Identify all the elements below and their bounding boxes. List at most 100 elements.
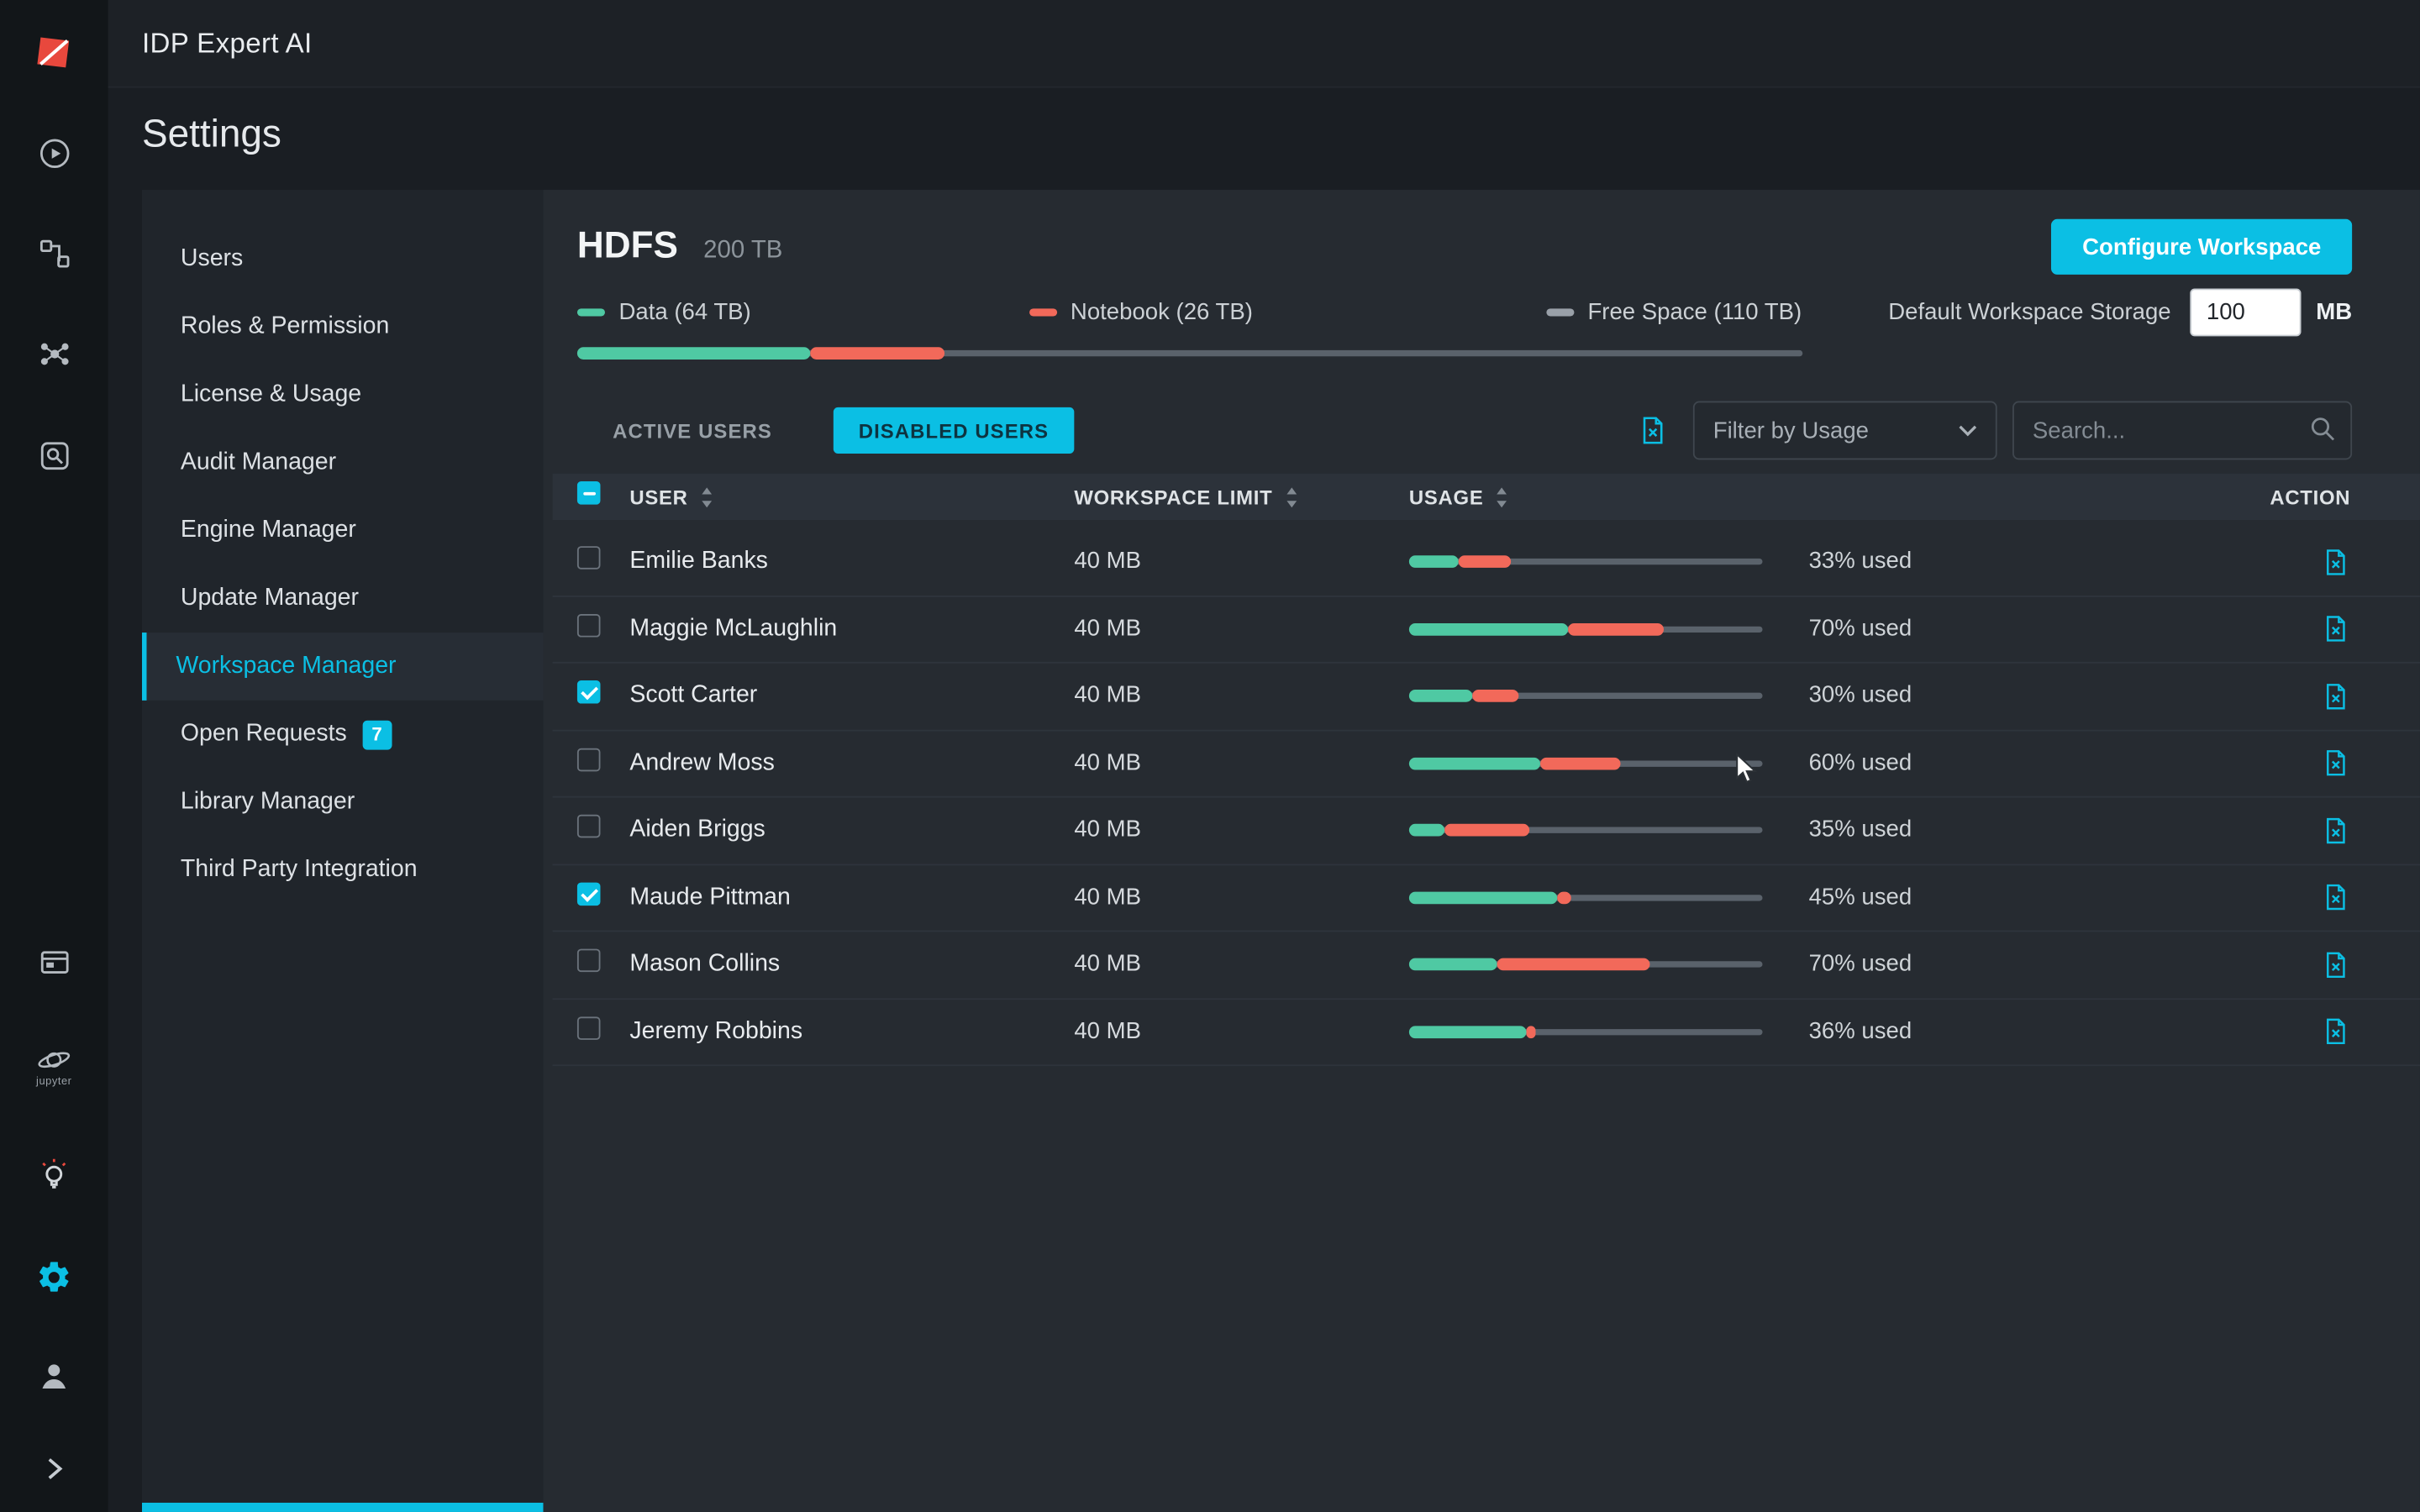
- row-limit-cell: 40 MB: [1074, 884, 1409, 911]
- jupyter-icon[interactable]: jupyter: [0, 1031, 108, 1101]
- row-pct-cell: 33% used: [1809, 548, 2255, 575]
- bulk-remove-icon[interactable]: [1638, 415, 1669, 446]
- topbar: IDP Expert AI: [108, 0, 2420, 88]
- remove-user-icon[interactable]: [2321, 1017, 2350, 1047]
- row-checkbox[interactable]: [577, 882, 601, 906]
- row-user-cell: Emilie Banks: [629, 548, 1074, 575]
- row-usage-cell: [1409, 689, 1809, 704]
- search-badge-icon[interactable]: [0, 424, 108, 486]
- usage-percent: 36% used: [1809, 1018, 1912, 1044]
- remove-user-icon[interactable]: [2321, 614, 2350, 643]
- workspace-manager-content: HDFS 200 TB Configure Workspace Data (64…: [544, 190, 2420, 1512]
- expand-chevron-icon[interactable]: [0, 1438, 108, 1499]
- row-user-cell: Maude Pittman: [629, 884, 1074, 911]
- header-check-cell: [577, 481, 629, 512]
- sidebar-item-library-manager[interactable]: Library Manager: [142, 769, 544, 837]
- sidebar-item-update-manager[interactable]: Update Manager: [142, 564, 544, 633]
- tab-disabled-users[interactable]: DISABLED USERS: [834, 407, 1073, 454]
- column-header-usage: USAGE: [1409, 486, 1809, 509]
- table-body: Emilie Banks 40 MB 33% used Maggie McLau…: [553, 529, 2420, 1066]
- table-row[interactable]: Andrew Moss 40 MB 60% used: [553, 731, 2420, 798]
- settings-gear-icon[interactable]: [0, 1247, 108, 1308]
- usage-percent: 35% used: [1809, 816, 1912, 843]
- remove-user-icon[interactable]: [2321, 748, 2350, 778]
- remove-user-icon[interactable]: [2321, 883, 2350, 912]
- row-check-cell: [577, 1016, 629, 1047]
- sidebar-item-users[interactable]: Users: [142, 225, 544, 293]
- row-usage-cell: [1409, 822, 1809, 837]
- remove-user-icon[interactable]: [2321, 681, 2350, 711]
- monitor-icon[interactable]: [0, 932, 108, 993]
- row-usage-cell: [1409, 890, 1809, 905]
- configure-workspace-button[interactable]: Configure Workspace: [2051, 219, 2352, 275]
- row-checkbox[interactable]: [577, 1016, 601, 1040]
- row-limit-cell: 40 MB: [1074, 682, 1409, 710]
- usage-percent: 70% used: [1809, 951, 1912, 977]
- legend-item: Notebook (26 TB): [1028, 298, 1253, 324]
- pipeline-icon[interactable]: [0, 222, 108, 283]
- sidebar-item-audit-manager[interactable]: Audit Manager: [142, 429, 544, 497]
- column-header-action: ACTION: [2270, 486, 2350, 509]
- workspace-limit: 40 MB: [1074, 548, 1141, 574]
- legend-label: Free Space (110 TB): [1587, 298, 1802, 324]
- storage-name: HDFS: [577, 225, 678, 267]
- usage-percent: 30% used: [1809, 682, 1912, 708]
- row-action-cell: [2321, 748, 2350, 778]
- bar-data-segment: [1409, 958, 1497, 971]
- sidebar-item-license-usage[interactable]: License & Usage: [142, 361, 544, 429]
- row-usage-cell: [1409, 957, 1809, 972]
- row-user-cell: Jeremy Robbins: [629, 1018, 1074, 1046]
- table-row[interactable]: Jeremy Robbins 40 MB 36% used: [553, 999, 2420, 1066]
- table-row[interactable]: Mason Collins 40 MB 70% used: [553, 932, 2420, 999]
- cluster-icon[interactable]: [0, 323, 108, 384]
- row-checkbox[interactable]: [577, 614, 601, 638]
- sort-limit-icon[interactable]: [1285, 486, 1297, 507]
- sort-user-icon[interactable]: [700, 486, 713, 507]
- sidebar-item-third-party-integration[interactable]: Third Party Integration: [142, 836, 544, 904]
- row-user-cell: Maggie McLaughlin: [629, 615, 1074, 643]
- table-row[interactable]: Maggie McLaughlin 40 MB 70% used: [553, 596, 2420, 664]
- usage-bar: [1409, 822, 1763, 837]
- row-checkbox[interactable]: [577, 547, 601, 570]
- row-pct-cell: 70% used: [1809, 615, 2255, 643]
- sidebar-item-label: Library Manager: [181, 789, 355, 816]
- row-action-cell: [2321, 816, 2350, 845]
- bar-data-segment: [1409, 891, 1558, 904]
- row-checkbox[interactable]: [577, 815, 601, 838]
- default-storage-input[interactable]: [2190, 288, 2301, 336]
- sidebar-item-engine-manager[interactable]: Engine Manager: [142, 496, 544, 564]
- table-row[interactable]: Aiden Briggs 40 MB 35% used: [553, 798, 2420, 865]
- bar-data-segment: [1409, 824, 1444, 837]
- jupyter-label: jupyter: [36, 1077, 71, 1088]
- legend-label: Data (64 TB): [619, 298, 751, 324]
- legend-item: Data (64 TB): [577, 298, 751, 324]
- sort-usage-icon[interactable]: [1496, 486, 1508, 507]
- sidebar-item-open-requests[interactable]: Open Requests 7: [142, 701, 544, 769]
- row-checkbox[interactable]: [577, 949, 601, 973]
- table-row[interactable]: Scott Carter 40 MB 30% used: [553, 664, 2420, 731]
- tab-active-users[interactable]: ACTIVE USERS: [591, 407, 793, 454]
- workspace-limit: 40 MB: [1074, 951, 1141, 977]
- remove-user-icon[interactable]: [2321, 816, 2350, 845]
- sidebar-item-label: License & Usage: [181, 381, 361, 409]
- table-row[interactable]: Emilie Banks 40 MB 33% used: [553, 529, 2420, 596]
- lightbulb-icon[interactable]: [0, 1145, 108, 1206]
- row-user-cell: Mason Collins: [629, 951, 1074, 979]
- page-title: Settings: [142, 113, 281, 157]
- row-checkbox[interactable]: [577, 680, 601, 704]
- usage-filter-select[interactable]: Filter by Usage: [1693, 402, 1997, 460]
- bar-data-segment: [1409, 757, 1540, 769]
- play-circle-icon[interactable]: [0, 122, 108, 183]
- user-avatar-icon[interactable]: [0, 1346, 108, 1407]
- search-input[interactable]: [2012, 402, 2352, 460]
- user-name: Jeremy Robbins: [629, 1018, 802, 1044]
- row-usage-cell: [1409, 554, 1809, 570]
- select-all-checkbox[interactable]: [577, 481, 601, 505]
- remove-user-icon[interactable]: [2321, 950, 2350, 979]
- sidebar-item-roles-permission[interactable]: Roles & Permission: [142, 293, 544, 361]
- remove-user-icon[interactable]: [2321, 548, 2350, 577]
- sidebar-item-workspace-manager[interactable]: Workspace Manager: [142, 633, 544, 701]
- row-pct-cell: 30% used: [1809, 682, 2255, 710]
- row-checkbox[interactable]: [577, 748, 601, 771]
- table-row[interactable]: Maude Pittman 40 MB 45% used: [553, 864, 2420, 932]
